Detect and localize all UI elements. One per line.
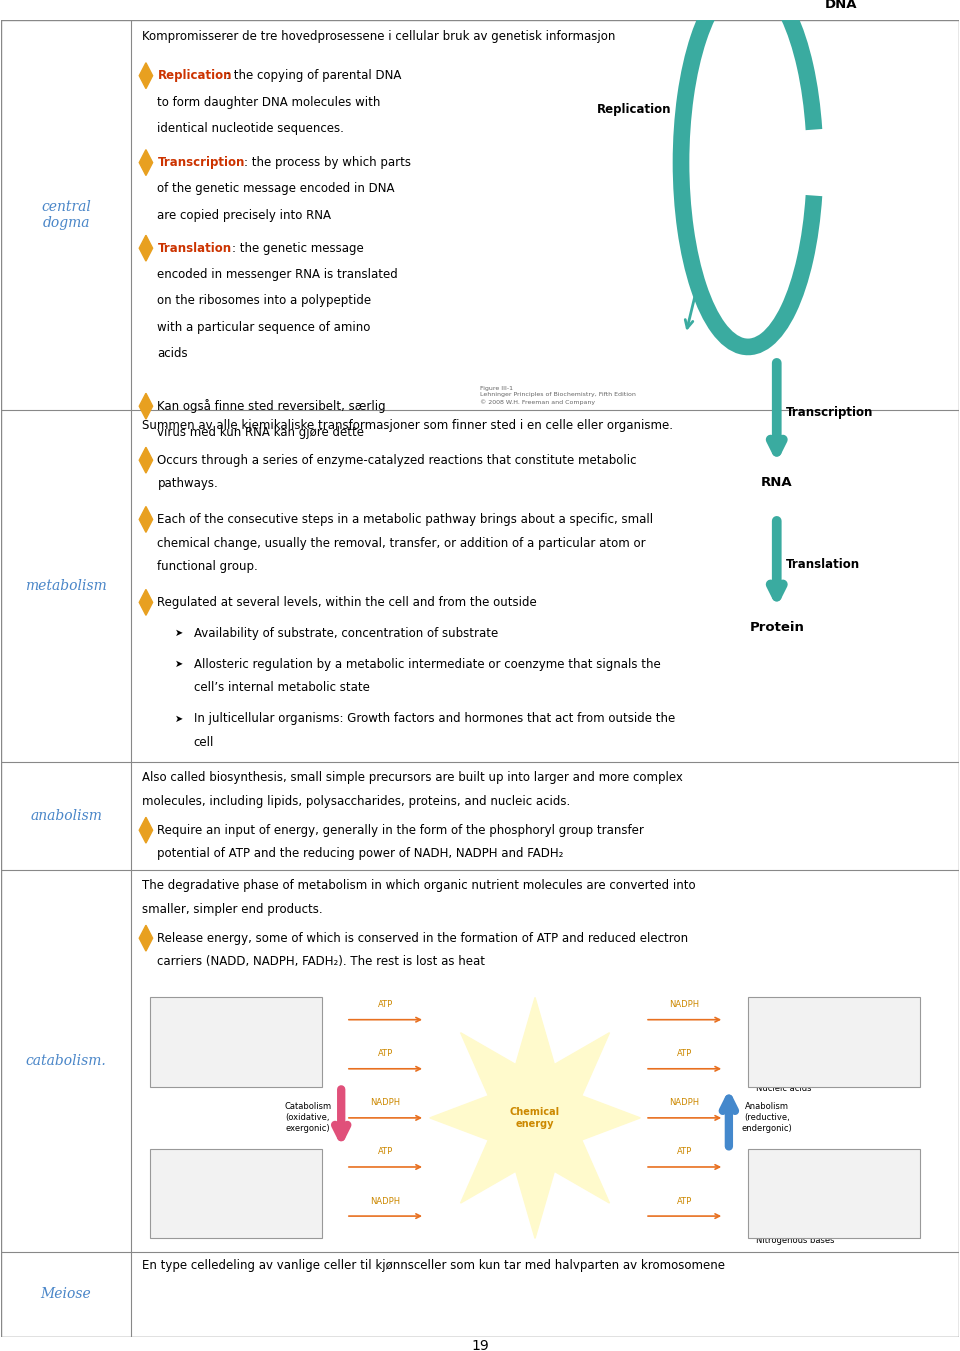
Text: Nitrogenous bases: Nitrogenous bases xyxy=(756,1236,834,1246)
Text: En type celledeling av vanlige celler til kjønnsceller som kun tar med halvparte: En type celledeling av vanlige celler ti… xyxy=(142,1259,725,1273)
Text: to form daughter DNA molecules with: to form daughter DNA molecules with xyxy=(157,96,381,108)
Polygon shape xyxy=(139,235,153,261)
Text: metabolism: metabolism xyxy=(25,580,107,593)
Text: Availability of substrate, concentration of substrate: Availability of substrate, concentration… xyxy=(194,627,498,639)
Text: NADPH: NADPH xyxy=(669,1000,700,1009)
Text: NADPH: NADPH xyxy=(669,1098,700,1108)
Text: carriers (NADD, NADPH, FADH₂). The rest is lost as heat: carriers (NADD, NADPH, FADH₂). The rest … xyxy=(157,955,486,969)
Text: pathways.: pathways. xyxy=(157,477,218,490)
Text: Summen av alle kjemikaliske transformasjoner som finner sted i en celle eller or: Summen av alle kjemikaliske transformasj… xyxy=(142,419,673,432)
Text: Cell macromolecules: Cell macromolecules xyxy=(781,1002,886,1012)
Text: Proteins: Proteins xyxy=(157,1063,192,1073)
Text: ATP: ATP xyxy=(378,1050,393,1058)
Text: Sugars: Sugars xyxy=(756,1194,784,1202)
Text: Nucleic acids: Nucleic acids xyxy=(756,1085,811,1093)
Text: catabolism.: catabolism. xyxy=(26,1054,107,1067)
Text: NADPH: NADPH xyxy=(371,1098,400,1108)
FancyBboxPatch shape xyxy=(150,1150,322,1239)
Text: Anabolism
(reductive,
endergonic): Anabolism (reductive, endergonic) xyxy=(742,1102,793,1133)
Text: with a particular sequence of amino: with a particular sequence of amino xyxy=(157,320,371,334)
Text: NH₃: NH₃ xyxy=(157,1215,174,1224)
Text: Translation: Translation xyxy=(157,242,231,255)
Polygon shape xyxy=(139,393,153,419)
Polygon shape xyxy=(139,150,153,176)
Text: Kompromisserer de tre hovedprosessene i cellular bruk av genetisk informasjon: Kompromisserer de tre hovedprosessene i … xyxy=(142,30,615,43)
Text: on the ribosomes into a polypeptide: on the ribosomes into a polypeptide xyxy=(157,295,372,307)
Text: acids: acids xyxy=(157,347,188,359)
Text: Chemical
energy: Chemical energy xyxy=(510,1106,560,1129)
Text: central
dogma: central dogma xyxy=(41,200,91,231)
Polygon shape xyxy=(139,507,153,532)
Text: smaller, simpler end products.: smaller, simpler end products. xyxy=(142,902,323,916)
Polygon shape xyxy=(139,447,153,473)
Text: ATP: ATP xyxy=(677,1050,692,1058)
FancyBboxPatch shape xyxy=(150,997,322,1086)
Text: ATP: ATP xyxy=(378,1147,393,1156)
Text: In julticellular organisms: Growth factors and hormones that act from outside th: In julticellular organisms: Growth facto… xyxy=(194,712,675,725)
Polygon shape xyxy=(139,925,153,951)
Text: Fatty acids: Fatty acids xyxy=(756,1215,801,1224)
Text: virus med kun RNA kan gjøre dette: virus med kun RNA kan gjøre dette xyxy=(157,426,365,439)
Text: Meiose: Meiose xyxy=(40,1288,91,1301)
Text: cell’s internal metabolic state: cell’s internal metabolic state xyxy=(194,681,370,694)
Text: anabolism: anabolism xyxy=(30,809,102,823)
Text: ➤: ➤ xyxy=(175,659,182,669)
FancyBboxPatch shape xyxy=(748,997,921,1086)
Polygon shape xyxy=(430,997,640,1239)
Text: ➤: ➤ xyxy=(175,628,182,638)
Text: : the genetic message: : the genetic message xyxy=(232,242,364,255)
Text: functional group.: functional group. xyxy=(157,561,258,573)
Text: cell: cell xyxy=(194,736,214,748)
Text: Catabolism
(oxidative,
exergonic): Catabolism (oxidative, exergonic) xyxy=(284,1102,331,1133)
Text: Occurs through a series of enzyme-catalyzed reactions that constitute metabolic: Occurs through a series of enzyme-cataly… xyxy=(157,454,636,466)
Text: Each of the consecutive steps in a metabolic pathway brings about a specific, sm: Each of the consecutive steps in a metab… xyxy=(157,513,654,526)
Text: Regulated at several levels, within the cell and from the outside: Regulated at several levels, within the … xyxy=(157,596,538,609)
Text: CO₂: CO₂ xyxy=(157,1194,173,1202)
Text: Require an input of energy, generally in the form of the phosphoryl group transf: Require an input of energy, generally in… xyxy=(157,824,644,836)
Text: Lipids: Lipids xyxy=(756,1063,780,1073)
Text: Protein: Protein xyxy=(750,621,804,634)
Text: Transcription: Transcription xyxy=(157,157,245,169)
Text: H₂O: H₂O xyxy=(157,1173,174,1182)
Text: 19: 19 xyxy=(471,1339,489,1351)
Text: ATP: ATP xyxy=(378,1000,393,1009)
Text: Allosteric regulation by a metabolic intermediate or coenzyme that signals the: Allosteric regulation by a metabolic int… xyxy=(194,658,660,670)
Text: molecules, including lipids, polysaccharides, proteins, and nucleic acids.: molecules, including lipids, polysacchar… xyxy=(142,794,570,808)
Polygon shape xyxy=(139,62,153,89)
Polygon shape xyxy=(139,589,153,615)
Polygon shape xyxy=(139,817,153,843)
Text: ➤: ➤ xyxy=(175,713,182,724)
Text: Amino acids: Amino acids xyxy=(756,1173,807,1182)
Text: ATP: ATP xyxy=(677,1147,692,1156)
Text: DNA: DNA xyxy=(825,0,857,11)
Text: Energy-yielding nutrients: Energy-yielding nutrients xyxy=(171,1002,300,1012)
Text: of the genetic message encoded in DNA: of the genetic message encoded in DNA xyxy=(157,182,395,196)
Text: Release energy, some of which is conserved in the formation of ATP and reduced e: Release energy, some of which is conserv… xyxy=(157,932,688,944)
Text: Replication: Replication xyxy=(597,104,671,116)
Text: Fats: Fats xyxy=(157,1042,175,1051)
FancyBboxPatch shape xyxy=(748,1150,921,1239)
Text: Figure III-1
Lehninger Principles of Biochemistry, Fifth Edition
© 2008 W.H. Fre: Figure III-1 Lehninger Principles of Bio… xyxy=(480,386,636,405)
Text: Replication: Replication xyxy=(157,69,232,82)
Text: Proteins: Proteins xyxy=(756,1021,790,1029)
Text: Translation: Translation xyxy=(786,558,860,570)
Text: : the copying of parental DNA: : the copying of parental DNA xyxy=(227,69,401,82)
Text: NADPH: NADPH xyxy=(371,1197,400,1205)
Text: potential of ATP and the reducing power of NADH, NADPH and FADH₂: potential of ATP and the reducing power … xyxy=(157,847,564,861)
Text: Also called biosynthesis, small simple precursors are built up into larger and m: Also called biosynthesis, small simple p… xyxy=(142,771,683,784)
Text: : the process by which parts: : the process by which parts xyxy=(244,157,411,169)
Text: identical nucleotide sequences.: identical nucleotide sequences. xyxy=(157,122,345,135)
Text: ATP: ATP xyxy=(677,1197,692,1205)
Text: Carbohydrates: Carbohydrates xyxy=(157,1021,220,1029)
Text: chemical change, usually the removal, transfer, or addition of a particular atom: chemical change, usually the removal, tr… xyxy=(157,536,646,550)
Text: Energy-poor end products: Energy-poor end products xyxy=(170,1155,302,1163)
Text: encoded in messenger RNA is translated: encoded in messenger RNA is translated xyxy=(157,267,398,281)
Text: Precursor molecules: Precursor molecules xyxy=(782,1155,886,1163)
Text: are copied precisely into RNA: are copied precisely into RNA xyxy=(157,209,331,222)
Text: Transcription: Transcription xyxy=(786,407,874,419)
Text: Kan også finne sted reversibelt, særlig: Kan også finne sted reversibelt, særlig xyxy=(157,399,386,413)
Text: RNA: RNA xyxy=(761,476,793,489)
Text: Polysaccharides: Polysaccharides xyxy=(756,1042,823,1051)
Text: The degradative phase of metabolism in which organic nutrient molecules are conv: The degradative phase of metabolism in w… xyxy=(142,880,696,892)
